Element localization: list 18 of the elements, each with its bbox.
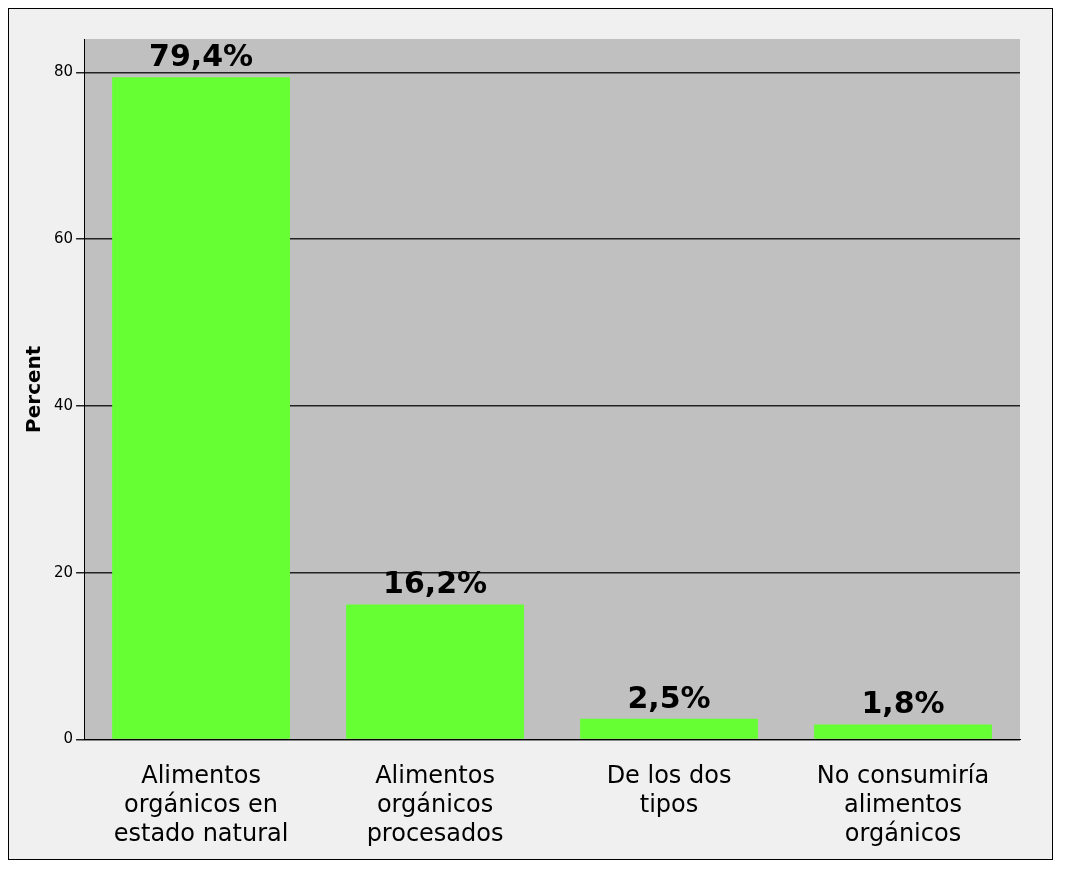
x-tick-label: Alimentos orgánicos procesados — [366, 761, 504, 847]
y-tick-label: 0 — [63, 729, 74, 748]
data-label: 2,5% — [627, 679, 711, 715]
data-label: 79,4% — [149, 38, 254, 74]
bar — [814, 724, 992, 739]
x-tick-label: De los dos tipos — [606, 761, 732, 819]
bar — [580, 718, 758, 739]
y-tick-label: 40 — [53, 395, 74, 414]
data-label: 16,2% — [383, 565, 488, 601]
data-label: 1,8% — [861, 685, 945, 721]
y-axis-title: Percent — [21, 345, 46, 433]
bar — [346, 604, 524, 739]
y-tick-label: 60 — [53, 229, 74, 248]
x-tick-label: No consumiría alimentos orgánicos — [816, 761, 990, 847]
x-tick-label: Alimentos orgánicos en estado natural — [113, 761, 289, 847]
y-tick-label: 20 — [53, 562, 74, 581]
bar — [112, 77, 290, 739]
y-tick-label: 80 — [53, 62, 74, 81]
